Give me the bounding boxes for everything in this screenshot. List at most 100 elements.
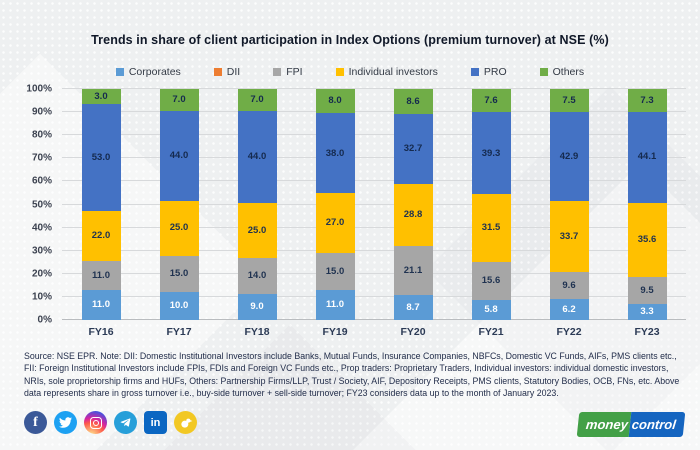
legend-swatch bbox=[470, 68, 479, 76]
y-axis-tick: 50% bbox=[31, 199, 52, 210]
segment-value-label: 11.0 bbox=[92, 299, 110, 311]
bar-segment: 7.0 bbox=[159, 89, 199, 112]
segment-value-label: 5.8 bbox=[484, 304, 498, 316]
bar-segment: 10.0 bbox=[159, 292, 199, 320]
bar-segment: 15.0 bbox=[315, 252, 355, 291]
gridline bbox=[62, 111, 686, 113]
bar-segment: 28.8 bbox=[393, 183, 433, 247]
twitter-icon[interactable] bbox=[54, 411, 77, 434]
x-axis-label: FY17 bbox=[166, 326, 192, 338]
facebook-icon[interactable]: f bbox=[24, 411, 47, 434]
segment-value-label: 8.7 bbox=[406, 301, 420, 313]
y-axis-tick: 0% bbox=[37, 314, 52, 326]
bar-segment: 7.0 bbox=[237, 88, 277, 112]
segment-value-label: 3.3 bbox=[640, 306, 654, 318]
bar-segment: 31.5 bbox=[471, 194, 511, 262]
segment-value-label: 35.6 bbox=[637, 234, 657, 246]
segment-value-label: 53.0 bbox=[91, 151, 111, 163]
bar-segment: 25.0 bbox=[237, 202, 277, 259]
legend-swatch bbox=[115, 68, 124, 76]
bar-segment: 22.0 bbox=[81, 210, 121, 261]
legend-item-fpi: FPI bbox=[273, 66, 303, 78]
x-axis-label: FY16 bbox=[88, 326, 114, 338]
bar-segment: 35.6 bbox=[627, 202, 667, 278]
bar-segment: 11.0 bbox=[81, 290, 121, 320]
segment-value-label: 14.0 bbox=[247, 270, 267, 282]
segment-value-label: 44.0 bbox=[169, 150, 189, 162]
segment-value-label: 11.0 bbox=[326, 299, 344, 311]
bar-segment: 38.0 bbox=[315, 113, 355, 194]
bar-fy16: 11.0 11.0 22.0 53.0 3.0 bbox=[81, 89, 121, 320]
y-axis-tick: 100% bbox=[26, 83, 52, 95]
bar-fy23: 3.3 9.5 35.6 44.1 7.3 bbox=[627, 89, 667, 320]
bar-segment: 33.7 bbox=[549, 200, 589, 272]
bar-segment: 9.5 bbox=[627, 277, 667, 305]
moneycontrol-logo[interactable]: money control bbox=[576, 412, 686, 437]
y-axis: 0% 10% 20% 30% 40% 50% 60% 70% 80% 90% 100% bbox=[16, 84, 56, 326]
koo-icon[interactable] bbox=[174, 411, 197, 434]
gridline bbox=[62, 134, 686, 136]
legend-item-pro: PRO bbox=[470, 66, 507, 78]
bar-segment: 6.2 bbox=[549, 299, 589, 320]
segment-value-label: 33.7 bbox=[559, 230, 579, 242]
legend-label: Corporates bbox=[128, 66, 181, 78]
segment-value-label: 44.1 bbox=[637, 151, 657, 163]
legend-label: FPI bbox=[286, 66, 303, 78]
x-axis-label: FY22 bbox=[556, 326, 582, 338]
legend-label: Others bbox=[552, 66, 585, 78]
bar-segment: 44.0 bbox=[237, 111, 277, 203]
segment-value-label: 7.6 bbox=[484, 94, 498, 106]
bar-segment: 25.0 bbox=[159, 200, 199, 256]
bar-segment: 8.0 bbox=[315, 89, 355, 114]
telegram-icon[interactable] bbox=[114, 411, 137, 434]
bar-segment: 39.3 bbox=[471, 112, 511, 195]
segment-value-label: 7.3 bbox=[640, 94, 654, 106]
segment-value-label: 22.0 bbox=[91, 229, 111, 241]
linkedin-icon[interactable]: in bbox=[144, 411, 167, 434]
segment-value-label: 42.9 bbox=[559, 150, 579, 162]
bar-segment: 8.7 bbox=[393, 294, 433, 320]
segment-value-label: 21.1 bbox=[403, 264, 423, 276]
bar-segment: 11.0 bbox=[315, 290, 355, 320]
segment-value-label: 31.5 bbox=[481, 222, 501, 234]
legend-item-dii: DII bbox=[213, 66, 240, 78]
bar-fy17: 10.0 15.0 25.0 44.0 7.0 bbox=[159, 89, 199, 320]
bars-container: 11.0 11.0 22.0 53.0 3.0 10.0 15.0 25.0 44.0 7.0 9.… bbox=[62, 88, 686, 320]
x-axis-label: FY23 bbox=[634, 326, 660, 338]
bar-fy21: 5.8 15.6 31.5 39.3 7.6 bbox=[471, 88, 511, 320]
segment-value-label: 25.0 bbox=[169, 222, 189, 234]
y-axis-tick: 30% bbox=[31, 245, 52, 257]
segment-value-label: 9.0 bbox=[250, 301, 264, 313]
y-axis-tick: 20% bbox=[31, 268, 52, 280]
chart-title: Trends in share of client participation … bbox=[91, 33, 609, 47]
segment-value-label: 9.5 bbox=[640, 285, 654, 297]
segment-value-label: 10.0 bbox=[169, 300, 189, 312]
segment-value-label: 27.0 bbox=[325, 217, 345, 229]
x-axis-label: FY21 bbox=[478, 326, 504, 338]
bar-segment: 27.0 bbox=[315, 193, 355, 253]
x-axis-label: FY19 bbox=[322, 326, 348, 338]
bar-segment: 14.0 bbox=[237, 258, 277, 294]
bar-segment: 44.0 bbox=[159, 111, 199, 201]
bar-fy19: 11.0 15.0 27.0 38.0 8.0 bbox=[315, 89, 355, 320]
legend-item-others: Others bbox=[539, 66, 585, 78]
bar-segment: 7.3 bbox=[627, 89, 667, 112]
y-axis-tick: 10% bbox=[31, 291, 52, 303]
segment-value-label: 8.6 bbox=[406, 95, 420, 107]
segment-value-label: 6.2 bbox=[562, 303, 576, 315]
bar-segment: 9.0 bbox=[237, 293, 277, 320]
segment-value-label: 15.0 bbox=[169, 268, 189, 280]
legend-item-corporates: Corporates bbox=[115, 66, 181, 78]
segment-value-label: 8.0 bbox=[328, 95, 342, 107]
segment-value-label: 44.0 bbox=[247, 151, 267, 163]
legend-swatch bbox=[213, 68, 222, 76]
source-note: Source: NSE EPR. Note: DII: Domestic Ins… bbox=[24, 351, 680, 398]
bar-segment: 42.9 bbox=[549, 112, 589, 201]
x-axis: FY16 FY17 FY18 FY19 FY20 FY21 FY22 FY23 bbox=[62, 326, 686, 338]
bar-segment: 53.0 bbox=[81, 104, 121, 211]
segment-value-label: 3.0 bbox=[94, 90, 108, 102]
bar-segment: 32.7 bbox=[393, 114, 433, 184]
bar-segment: 44.1 bbox=[627, 111, 667, 203]
segment-value-label: 39.3 bbox=[481, 147, 501, 159]
instagram-icon[interactable] bbox=[84, 411, 107, 434]
